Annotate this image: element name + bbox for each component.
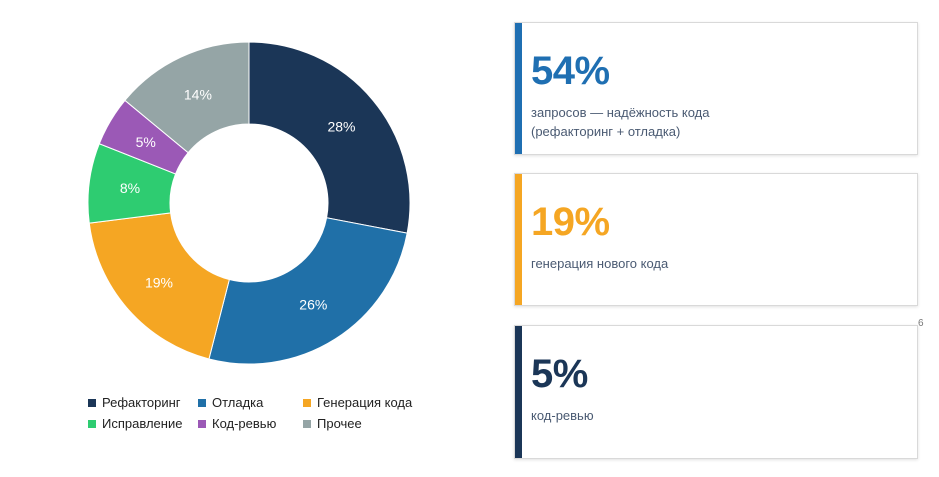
- card-value: 19%: [531, 200, 610, 244]
- card-description: генерация нового кода: [531, 254, 668, 273]
- slice-code-generation: [88, 212, 230, 360]
- slice-label-debugging: 26%: [299, 296, 327, 312]
- legend-item-code-generation: Генерация кода: [303, 395, 428, 410]
- legend-swatch: [88, 398, 96, 407]
- legend-swatch: [198, 398, 206, 407]
- legend-swatch: [88, 419, 96, 428]
- legend-item-other: Прочее: [303, 416, 428, 431]
- legend-swatch: [198, 419, 206, 428]
- slice-label-refactoring: 28%: [327, 119, 355, 135]
- slice-refactoring: [248, 41, 411, 234]
- card-value: 54%: [531, 49, 610, 93]
- card-accent-bar: [515, 23, 522, 154]
- donut-chart: 28% 26% 19% 8% 5% 14%: [87, 41, 411, 365]
- card-accent-bar: [515, 326, 522, 458]
- card-description-line: (рефакторинг + отладка): [531, 124, 681, 139]
- legend-label: Код-ревью: [212, 416, 277, 431]
- slice-label-code-review: 5%: [136, 134, 156, 150]
- stat-card-generation: 19% генерация нового кода: [514, 173, 918, 306]
- legend-swatch: [303, 398, 311, 407]
- legend-label: Отладка: [212, 395, 264, 410]
- slice-label-code-generation: 19%: [145, 274, 173, 290]
- legend-item-fixing: Исправление: [88, 416, 198, 431]
- chart-legend: Рефакторинг Отладка Генерация кода Испра…: [88, 395, 428, 431]
- page-number: 6: [918, 318, 924, 329]
- card-description: запросов — надёжность кода (рефакторинг …: [531, 103, 709, 141]
- card-description-line: генерация нового кода: [531, 256, 669, 271]
- card-accent-bar: [515, 174, 522, 305]
- slice-debugging: [208, 217, 408, 365]
- card-value: 5%: [531, 352, 588, 396]
- stat-card-review: 5% код-ревью: [514, 325, 918, 459]
- legend-label: Прочее: [317, 416, 362, 431]
- slice-label-other: 14%: [184, 86, 212, 102]
- legend-label: Исправление: [102, 416, 183, 431]
- legend-item-refactoring: Рефакторинг: [88, 395, 198, 410]
- legend-item-debugging: Отладка: [198, 395, 303, 410]
- slice-label-fixing: 8%: [120, 180, 140, 196]
- slice-other: [124, 41, 250, 154]
- legend-item-code-review: Код-ревью: [198, 416, 303, 431]
- card-description-line: код-ревью: [531, 408, 594, 423]
- legend-label: Рефакторинг: [102, 395, 181, 410]
- card-description-line: запросов — надёжность кода: [531, 105, 710, 120]
- stat-card-reliability: 54% запросов — надёжность кода (рефактор…: [514, 22, 918, 155]
- legend-swatch: [303, 419, 311, 428]
- legend-label: Генерация кода: [317, 395, 413, 410]
- card-description: код-ревью: [531, 406, 594, 425]
